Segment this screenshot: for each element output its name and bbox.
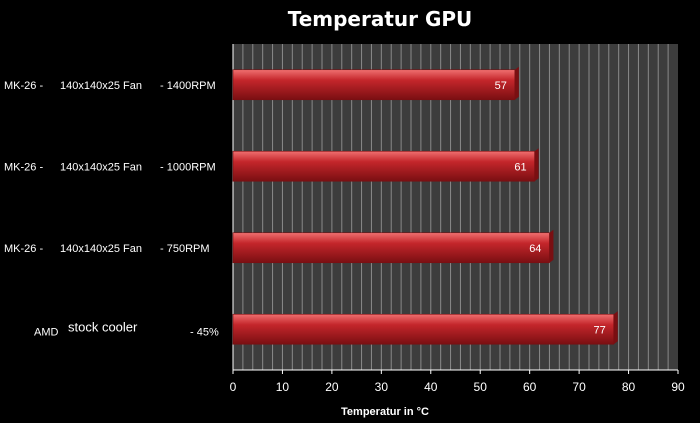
x-tick-label: 20 — [325, 380, 339, 394]
bar — [232, 150, 535, 182]
x-tick-label: 90 — [671, 380, 685, 394]
category-label-part: 140x140x25 Fan — [60, 80, 142, 92]
bar — [232, 313, 615, 345]
category-label-part: stock cooler — [68, 319, 138, 334]
x-tick-label: 60 — [523, 380, 537, 394]
bar-data-label: 61 — [514, 161, 526, 173]
x-tick-label: 80 — [622, 380, 636, 394]
x-tick-label: 40 — [424, 380, 438, 394]
bar-side — [514, 66, 519, 100]
category-label-part: - 1400RPM — [160, 80, 216, 92]
chart-title: Temperatur GPU — [288, 7, 473, 31]
category-label-part: - 45% — [190, 326, 219, 338]
x-axis-label: Temperatur in °C — [341, 406, 429, 418]
category-label-part: MK-26 - — [4, 161, 43, 173]
category-label-part: - 1000RPM — [160, 161, 216, 173]
x-tick-label: 70 — [572, 380, 586, 394]
bar-data-label: 77 — [593, 324, 605, 336]
data-labels: 57 61 64 77 — [495, 80, 606, 337]
bar-data-label: 64 — [529, 243, 541, 255]
x-tick-label: 30 — [375, 380, 389, 394]
bar-side — [534, 148, 539, 182]
bar-side — [613, 311, 618, 345]
category-label-part: AMD — [34, 326, 59, 338]
category-label-part: MK-26 - — [4, 80, 43, 92]
bar — [232, 232, 550, 264]
bars — [232, 66, 618, 345]
bar-side — [549, 229, 554, 263]
bar — [232, 69, 516, 101]
x-tick-label: 50 — [474, 380, 488, 394]
category-label-part: MK-26 - — [4, 243, 43, 255]
x-tick-label: 0 — [230, 380, 237, 394]
category-label-part: - 750RPM — [160, 243, 210, 255]
category-label-part: 140x140x25 Fan — [60, 161, 142, 173]
x-tick-label: 10 — [276, 380, 290, 394]
category-label-part: 140x140x25 Fan — [60, 243, 142, 255]
bar-data-label: 57 — [495, 80, 507, 92]
x-tick-labels: 0 10 20 30 40 50 60 70 80 90 — [230, 380, 685, 394]
category-labels: MK-26 - 140x140x25 Fan - 1400RPM MK-26 - 140… — [4, 80, 219, 339]
